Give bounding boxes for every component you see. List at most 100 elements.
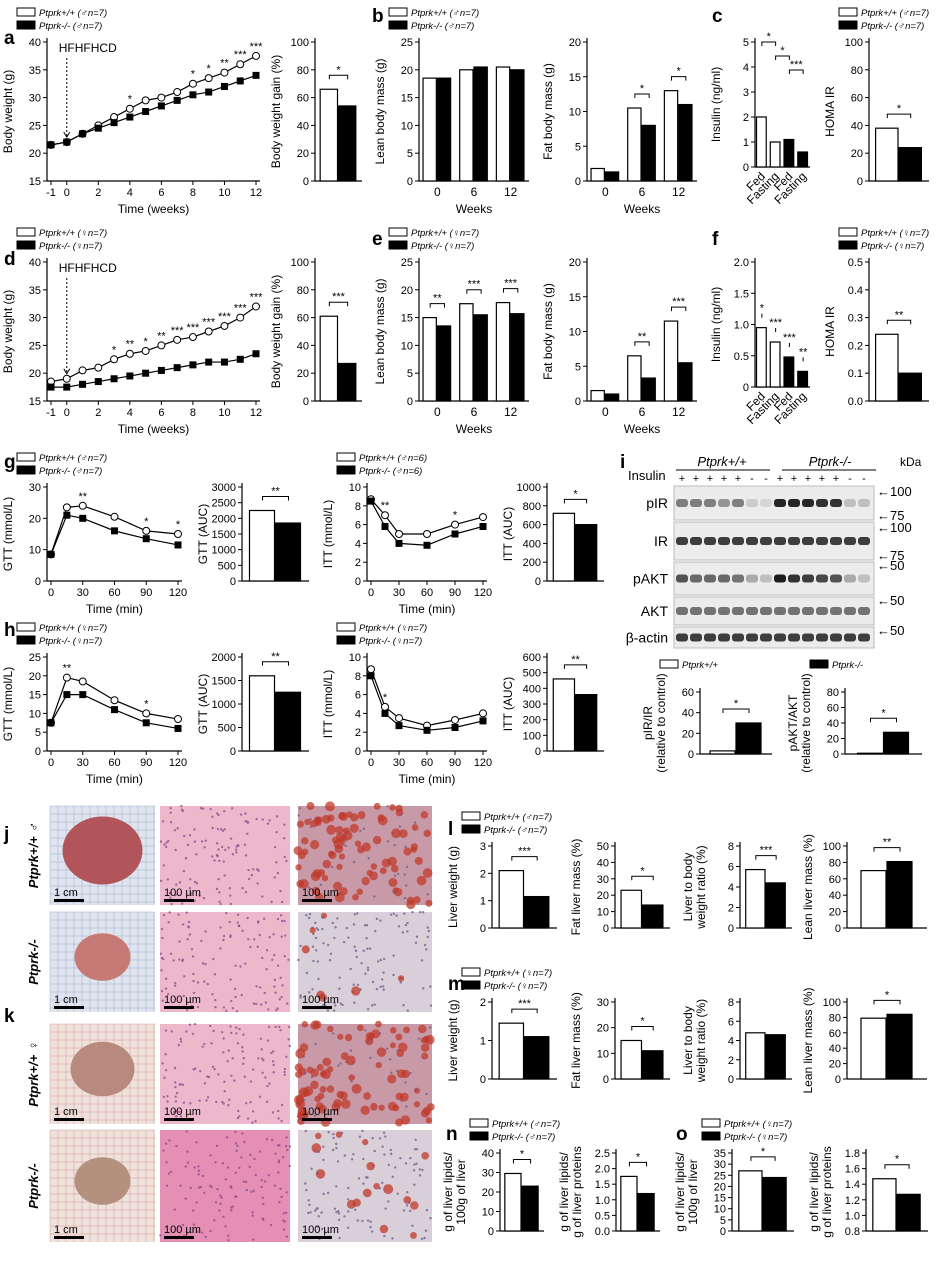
band	[718, 537, 730, 545]
cell	[271, 958, 274, 961]
cell	[185, 1030, 188, 1033]
y-tick-label: 20	[297, 148, 309, 160]
chart: 0.00.51.01.52.02.5g of liver lipids/g of…	[557, 1146, 660, 1238]
cell	[333, 839, 344, 850]
cell	[280, 995, 283, 999]
cell	[400, 1115, 411, 1125]
cell	[203, 1191, 206, 1194]
cell	[333, 881, 343, 891]
cell	[177, 1043, 180, 1047]
band	[774, 574, 786, 583]
liver	[74, 1157, 131, 1205]
cell	[233, 987, 237, 991]
band	[816, 607, 828, 615]
point	[395, 722, 403, 730]
point	[173, 364, 181, 372]
cell	[310, 1068, 319, 1077]
y-tick-label: 40	[851, 120, 863, 132]
cell	[319, 1085, 327, 1093]
cell	[362, 1188, 372, 1198]
kda-marker: ←50	[877, 593, 904, 608]
cell	[371, 980, 375, 984]
cell	[280, 935, 283, 938]
cell	[359, 829, 362, 833]
y-tick-label: 15	[714, 1193, 726, 1205]
band	[690, 574, 702, 583]
cell	[280, 900, 284, 904]
cell	[261, 1217, 264, 1220]
cell	[413, 1148, 417, 1151]
cell	[240, 993, 243, 997]
x-tick-label: 6	[158, 187, 164, 199]
bar	[498, 1022, 525, 1080]
point	[381, 522, 389, 530]
y-tick-label: 5	[35, 727, 41, 739]
cell	[261, 1071, 264, 1074]
cell	[334, 1142, 338, 1146]
y-tick-label: 20	[827, 734, 839, 746]
cell	[260, 1048, 263, 1051]
cell	[342, 827, 350, 835]
cell	[283, 1070, 286, 1074]
cell	[316, 1063, 324, 1071]
y-tick-label: 15	[29, 690, 41, 702]
cell	[415, 1162, 418, 1165]
y-axis-label: Body weight (g)	[1, 70, 15, 153]
cell	[230, 1209, 233, 1212]
cell	[190, 948, 194, 951]
cell	[350, 1158, 354, 1161]
cell	[362, 827, 366, 830]
point	[220, 68, 229, 77]
treatment: -	[764, 473, 768, 485]
significance: *	[895, 1154, 900, 1166]
cell	[231, 1057, 234, 1060]
x-axis-label: Time (min)	[399, 772, 456, 786]
cell	[224, 1225, 227, 1228]
cell	[262, 917, 266, 921]
y-tick-label: 25	[29, 340, 41, 352]
legend-label: Ptprk-/- (♀n=7)	[411, 241, 474, 252]
significance: *	[640, 83, 645, 95]
legend-swatch	[16, 465, 36, 475]
point	[94, 363, 103, 372]
cell	[223, 809, 226, 813]
legend-swatch	[336, 622, 356, 632]
band	[858, 537, 870, 545]
y-tick-label: 100	[291, 37, 309, 49]
cell	[184, 857, 188, 860]
point	[62, 374, 71, 383]
cell	[414, 1138, 417, 1141]
scale-bar	[54, 1006, 84, 1009]
cell	[301, 837, 309, 845]
cell	[321, 1004, 325, 1007]
cell	[286, 1002, 289, 1005]
cell	[337, 1209, 340, 1213]
cell	[234, 1026, 238, 1029]
cell	[403, 912, 406, 915]
point	[110, 119, 118, 127]
kda-marker: ←75	[877, 548, 904, 563]
y-tick-label: 25	[401, 257, 413, 269]
cell	[174, 893, 177, 897]
cell	[267, 1173, 271, 1177]
cell	[204, 962, 207, 966]
legend-label: Ptprk-/- (♀n=7)	[724, 1132, 787, 1143]
cell	[311, 988, 314, 991]
y-axis-label: Lean liver mass (%)	[801, 987, 815, 1093]
y-tick-label: 20	[597, 1023, 609, 1035]
legend-label: Ptprk-/-	[832, 660, 863, 671]
y-tick-label: 1	[480, 1036, 486, 1048]
cell	[404, 845, 407, 848]
y-tick-label: 0	[535, 746, 541, 758]
cell	[173, 1208, 176, 1211]
cell	[225, 1136, 229, 1139]
x-tick-label: 0	[434, 405, 441, 419]
cell	[234, 964, 237, 967]
bar	[678, 103, 693, 182]
cell	[366, 947, 369, 950]
y-tick-label: 8	[355, 501, 361, 513]
x-tick-label: 60	[421, 587, 433, 599]
